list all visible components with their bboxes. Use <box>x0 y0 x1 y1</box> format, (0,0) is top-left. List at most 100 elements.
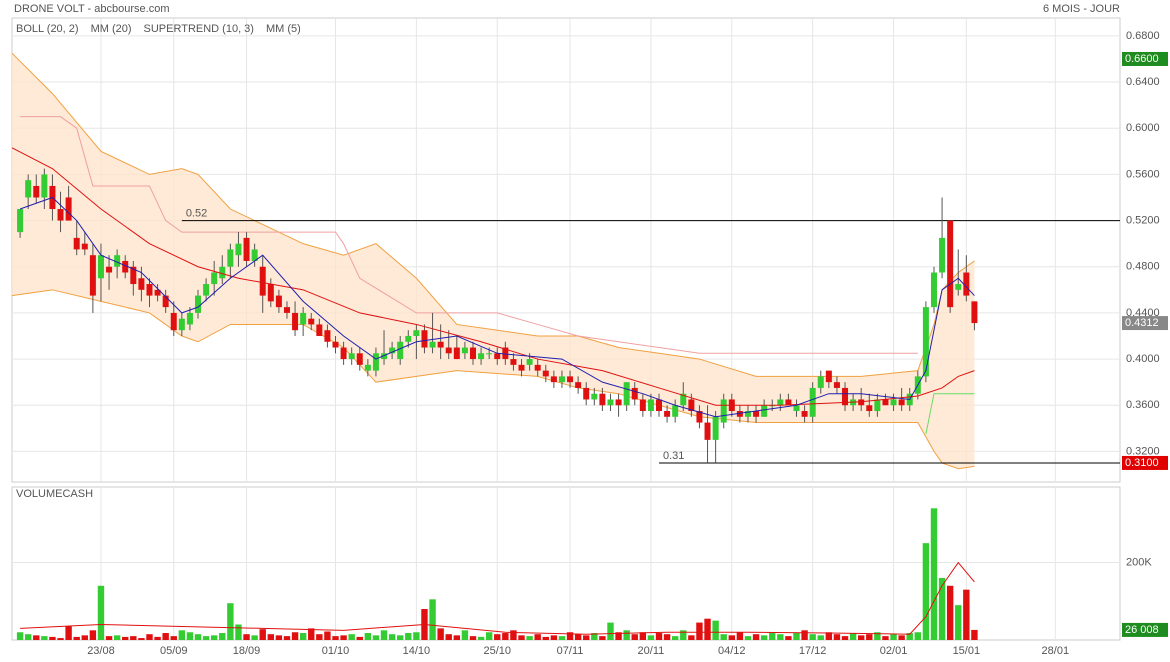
volume-bar <box>825 632 833 640</box>
candle-body <box>211 272 218 285</box>
volume-bar <box>874 632 881 640</box>
chart-title: DRONE VOLT - abcbourse.com <box>14 3 169 15</box>
volume-bar <box>81 635 88 640</box>
volume-bar <box>356 636 363 640</box>
period: 6 MOIS - JOUR <box>1043 3 1120 15</box>
candle-body <box>898 399 905 406</box>
x-tick-label: 07/11 <box>557 645 584 657</box>
candle-body <box>510 359 517 365</box>
candle-body <box>631 387 638 400</box>
volume-bar <box>122 636 129 640</box>
y-tick-label: 0.4000 <box>1126 353 1160 365</box>
volume-bar <box>202 636 210 640</box>
candle-body <box>186 312 193 325</box>
candle-body <box>842 387 849 406</box>
volume-bar <box>437 628 444 640</box>
volume-bar <box>364 633 372 640</box>
candle-body <box>81 243 88 250</box>
volume-bar <box>607 622 614 640</box>
volume-bar <box>461 630 469 640</box>
volume-bar <box>259 629 266 640</box>
candle-body <box>413 330 420 336</box>
volume-bar <box>971 629 978 640</box>
legend-entry: MM (20) <box>91 23 132 35</box>
volume-bar <box>502 633 509 640</box>
volume-bar <box>388 634 396 640</box>
volume-bar <box>510 630 517 640</box>
legend-entry: SUPERTREND (10, 3) <box>144 23 254 35</box>
candle-body <box>138 278 145 290</box>
candle-body <box>308 318 315 325</box>
candle-body <box>364 364 371 371</box>
volume-bar <box>680 630 687 640</box>
candle-body <box>25 180 32 198</box>
candle-body <box>550 376 557 383</box>
candle-body <box>251 249 258 261</box>
supertrend <box>20 116 918 354</box>
volume-bar <box>849 633 857 640</box>
x-tick-label: 05/09 <box>160 645 188 657</box>
volume-bar <box>955 605 962 640</box>
volume-bar <box>348 634 355 640</box>
volume-bar <box>906 633 913 640</box>
volume-bar <box>671 636 679 640</box>
price-marker-label: 26 008 <box>1125 624 1159 636</box>
candle-body <box>558 376 565 383</box>
volume-bar <box>397 635 404 640</box>
candle-body <box>712 416 719 440</box>
candle-body <box>607 399 614 406</box>
candle-body <box>203 284 210 296</box>
volume-bar <box>194 634 202 640</box>
candle-body <box>874 399 881 412</box>
candle-body <box>534 364 541 371</box>
candle-body <box>41 174 48 198</box>
candle-body <box>162 295 169 308</box>
candle-body <box>178 318 185 331</box>
bollinger-upper <box>11 52 975 377</box>
volume-frame <box>11 486 1121 641</box>
volume-bar <box>453 635 461 640</box>
candle-body <box>106 266 113 273</box>
candle-body <box>267 284 274 302</box>
candle-body <box>785 399 792 406</box>
x-tick-label: 20/11 <box>638 645 665 657</box>
volume-bar <box>267 634 275 640</box>
volume-bar <box>655 633 663 640</box>
candle-body <box>623 382 630 406</box>
candle-body <box>575 382 582 388</box>
legend-entry: MM (5) <box>266 23 301 35</box>
candle-body <box>461 347 468 354</box>
candle-body <box>801 411 808 417</box>
candle-body <box>664 411 671 417</box>
volume-bar <box>857 635 865 640</box>
price-marker-label: 0.6600 <box>1125 53 1159 65</box>
volume-bar <box>146 634 153 640</box>
volume-bar <box>405 633 412 640</box>
candle-body <box>955 284 962 290</box>
candle-body <box>930 272 937 308</box>
volume-bar <box>65 626 72 640</box>
candle-body <box>283 307 290 313</box>
legend-entry: BOLL (20, 2) <box>16 23 79 35</box>
volume-bar <box>154 636 161 640</box>
volume-bar <box>866 634 873 640</box>
candle-body <box>777 399 784 406</box>
candle-body <box>599 393 606 406</box>
candle-body <box>753 411 760 417</box>
candle-body <box>518 364 525 371</box>
volume-bar <box>550 635 558 640</box>
volume-bar <box>833 634 841 640</box>
volume-bar <box>113 635 121 640</box>
price-marker-label: 0.3100 <box>1125 457 1159 469</box>
candle-body <box>227 249 234 267</box>
candle-body <box>615 399 622 406</box>
candle-body <box>445 347 452 354</box>
volume-bar <box>210 635 218 640</box>
volume-bar <box>251 635 258 640</box>
candle-body <box>65 197 72 221</box>
candle-body <box>486 353 493 355</box>
volume-bar <box>16 632 24 640</box>
candle-body <box>219 266 226 279</box>
candle-body <box>421 330 428 348</box>
volume-bar <box>469 636 477 640</box>
